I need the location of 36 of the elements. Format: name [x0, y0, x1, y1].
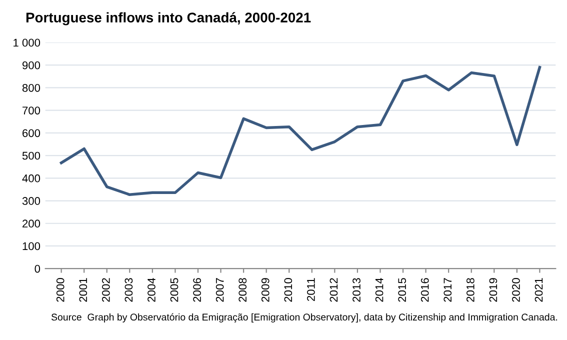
x-tick-label: 2003 [124, 278, 133, 302]
x-tick-label: 2001 [79, 278, 88, 302]
y-tick-label: 800 [22, 84, 40, 92]
x-tick-label: 2016 [420, 278, 429, 302]
x-tick-label: 2015 [398, 278, 406, 302]
source-note: Source Graph by Observatório da Emigração [Emigration Observatory], data by Citizenship and Immigration Canada. [51, 313, 558, 323]
x-tick-label: 2009 [261, 278, 270, 302]
x-tick-label: 2019 [489, 278, 498, 302]
x-tick-label: 2006 [193, 278, 201, 302]
y-tick-label: 500 [22, 152, 40, 160]
y-tick-label: 900 [22, 61, 40, 70]
x-tick-label: 2020 [512, 278, 520, 302]
x-tick-label: 2017 [444, 278, 452, 302]
x-tick-label: 2013 [352, 278, 360, 302]
y-tick-label: 300 [22, 197, 40, 205]
x-tick-label: 2008 [238, 278, 247, 302]
x-tick-label: 2021 [534, 278, 543, 302]
chart-title: Portuguese inflows into Canadá, 2000-2021 [26, 12, 311, 26]
y-tick-label: 600 [22, 129, 40, 138]
y-tick-label: 100 [22, 242, 40, 250]
y-tick-label: 200 [22, 220, 40, 228]
y-tick-label: 400 [22, 174, 40, 182]
x-tick-label: 2000 [56, 278, 64, 302]
y-tick-label: 700 [22, 106, 40, 114]
x-tick-label: 2004 [148, 278, 156, 302]
x-tick-label: 2010 [284, 278, 292, 302]
y-tick-label: 0 [34, 264, 40, 273]
y-tick-label: 1 000 [14, 38, 40, 47]
x-tick-label: 2014 [375, 278, 384, 302]
x-tick-label: 2005 [170, 278, 178, 302]
x-tick-label: 2002 [102, 278, 110, 302]
x-tick-label: 2011 [307, 278, 315, 301]
line-series [60, 66, 542, 196]
x-tick-label: 2007 [216, 278, 224, 302]
x-tick-label: 2012 [330, 278, 338, 302]
x-tick-label: 2018 [466, 278, 474, 302]
